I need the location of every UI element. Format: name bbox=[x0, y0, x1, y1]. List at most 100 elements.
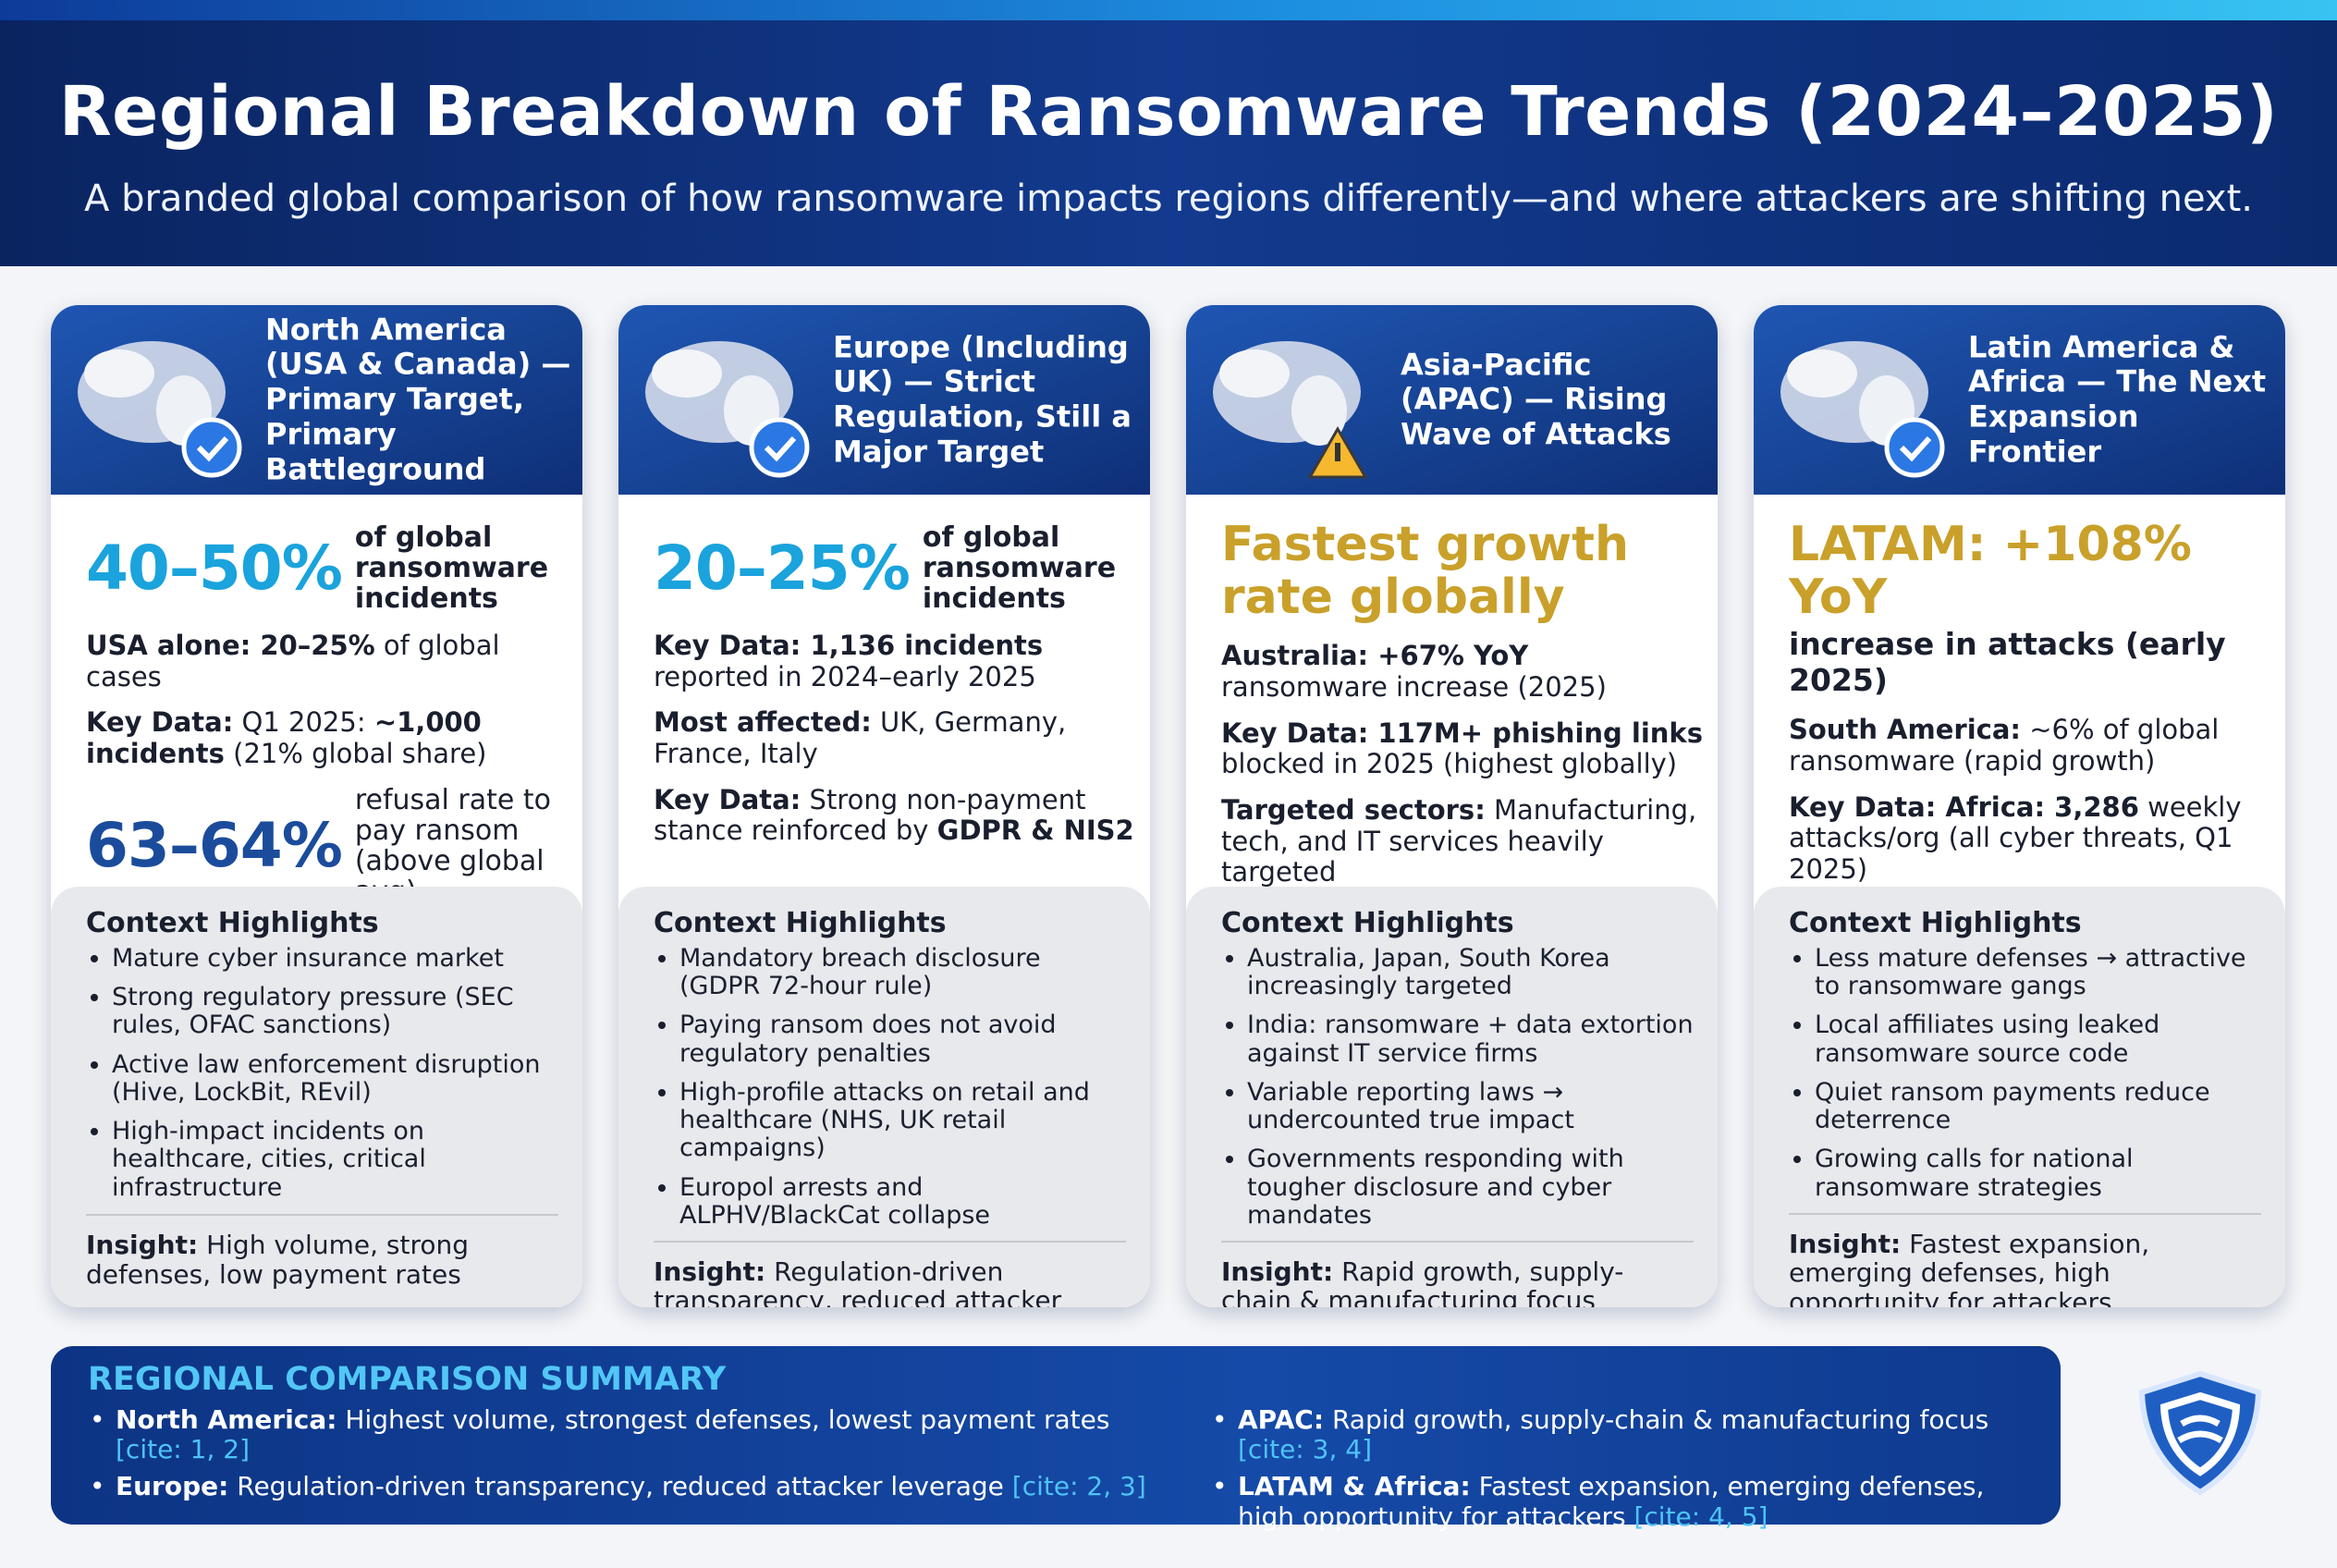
fact-part: Most affected: bbox=[654, 706, 872, 739]
region-card: Europe (Including UK) — Strict Regulatio… bbox=[618, 305, 1150, 1307]
summary-item: North America: Highest volume, strongest… bbox=[88, 1404, 1179, 1465]
stat-value: 40–50% bbox=[86, 533, 343, 604]
fact-part: ~1,000 incidents bbox=[86, 706, 482, 769]
card-title: Europe (Including UK) — Strict Regulatio… bbox=[833, 329, 1132, 470]
page-subtitle: A branded global comparison of how ranso… bbox=[84, 178, 2253, 220]
context-item: India: ransomware + data extortion again… bbox=[1247, 1011, 1694, 1068]
context-panel: Context Highlights Mandatory breach discl… bbox=[618, 887, 1150, 1307]
fact-part: ransomware increase (2025) bbox=[1221, 671, 1607, 703]
page-title: Regional Breakdown of Ransomware Trends … bbox=[58, 72, 2279, 152]
summary-text: Rapid growth, supply-chain & manufacturi… bbox=[1331, 1404, 1989, 1435]
key-fact: Key Data: Strong non-payment stance rein… bbox=[654, 783, 1135, 847]
summary-column: North America: Highest volume, strongest… bbox=[88, 1404, 1179, 1510]
card-title: Asia-Pacific (APAC) — Rising Wave of Att… bbox=[1401, 346, 1671, 452]
context-item: Active law enforcement disruption (Hive,… bbox=[112, 1050, 558, 1107]
key-fact: Australia: +67% YoY ransomware increase … bbox=[1221, 641, 1703, 703]
summary-cite: [cite: 3, 4] bbox=[1238, 1434, 1372, 1465]
fact-part: Australia: +67% YoY bbox=[1221, 640, 1529, 672]
fact-part: Key Data: 1,136 incidents bbox=[654, 630, 1044, 661]
summary-item: LATAM & Africa: Fastest expansion, emerg… bbox=[1210, 1472, 2042, 1531]
context-title: Context Highlights bbox=[654, 907, 947, 939]
key-fact: Key Data: 1,136 incidents reported in 20… bbox=[654, 630, 1135, 692]
stat-note: of global ransomware incidents bbox=[354, 521, 549, 615]
context-item: Mandatory breach disclosure (GDPR 72-hou… bbox=[679, 944, 1126, 1000]
insight-label: Insight: bbox=[1221, 1256, 1334, 1288]
fact-part: USA alone: 20–25% bbox=[86, 630, 375, 661]
fact-part: GDPR & NIS2 bbox=[936, 815, 1134, 847]
insight: Insight: High volume, strong defenses, l… bbox=[86, 1214, 558, 1289]
fact-part: Key Data: Africa: 3,286 bbox=[1789, 790, 2139, 823]
summary-column: APAC: Rapid growth, supply-chain & manuf… bbox=[1210, 1404, 2042, 1539]
stat-value: 20–25% bbox=[654, 533, 911, 604]
context-item: Growing calls for national ransomware st… bbox=[1815, 1145, 2261, 1202]
summary-cite: [cite: 2, 3] bbox=[1011, 1471, 1146, 1502]
key-fact: Key Data: 117M+ phishing links blocked i… bbox=[1221, 717, 1703, 780]
insight-label: Insight: bbox=[86, 1230, 199, 1261]
card-body: 20–25% of global ransomware incidents Key … bbox=[618, 495, 1150, 887]
insight: Insight: Regulation-driven transparency,… bbox=[654, 1241, 1126, 1307]
summary-label: APAC: bbox=[1238, 1404, 1325, 1435]
context-item: Variable reporting laws → undercounted t… bbox=[1247, 1078, 1694, 1134]
context-item: Local affiliates using leaked ransomware… bbox=[1815, 1011, 2261, 1068]
context-item: Mature cyber insurance market bbox=[112, 944, 558, 973]
context-item: Australia, Japan, South Korea increasing… bbox=[1247, 944, 1694, 1000]
summary-label: Europe: bbox=[116, 1471, 229, 1502]
context-item: High-profile attacks on retail and healt… bbox=[679, 1078, 1126, 1163]
fact-part: (21% global share) bbox=[224, 737, 487, 769]
summary-text: Highest volume, strongest defenses, lowe… bbox=[345, 1404, 1110, 1435]
summary-text: Fastest expansion, emerging defenses, hi… bbox=[1238, 1471, 1985, 1532]
insight-text: Fastest expansion, emerging defenses, hi… bbox=[1789, 1228, 2150, 1307]
card-body: 40–50% of global ransomware incidents USA … bbox=[51, 495, 582, 907]
insight-label: Insight: bbox=[1789, 1228, 1902, 1259]
fact-part: Key Data: bbox=[86, 706, 234, 739]
stat-block: 63–64% refusal rate to pay ransom (above … bbox=[86, 785, 568, 907]
card-header: Asia-Pacific (APAC) — Rising Wave of Att… bbox=[1186, 305, 1718, 495]
key-fact: Key Data: Q1 2025: ~1,000 incidents (21%… bbox=[86, 706, 568, 769]
fact-part: Key Data: bbox=[654, 783, 801, 815]
context-title: Context Highlights bbox=[1789, 907, 2082, 939]
fact-part: Key Data: 117M+ phishing links bbox=[1221, 717, 1703, 749]
region-card: North America (USA & Canada) — Primary T… bbox=[51, 305, 582, 1307]
context-item: Strong regulatory pressure (SEC rules, O… bbox=[112, 983, 558, 1039]
fact-part: ~6% of global ransomware (rapid growth) bbox=[1789, 714, 2220, 777]
stat-note: increase in attacks (early 2025) bbox=[1789, 626, 2226, 699]
summary: REGIONAL COMPARISON SUMMARY North Americ… bbox=[51, 1346, 2061, 1531]
region-icon bbox=[78, 341, 242, 478]
region-icon bbox=[645, 341, 810, 478]
summary-label: LATAM & Africa: bbox=[1238, 1471, 1471, 1502]
fact-part: reported in 2024–early 2025 bbox=[654, 660, 1036, 692]
shield-logo bbox=[2138, 1370, 2262, 1496]
summary-cite: [cite: 4, 5] bbox=[1633, 1501, 1768, 1532]
stat-block: 20–25% of global ransomware incidents bbox=[654, 522, 1135, 614]
summary-cite: [cite: 1, 2] bbox=[116, 1434, 250, 1465]
fact-part: Targeted sectors: bbox=[1221, 793, 1486, 826]
card-header: Europe (Including UK) — Strict Regulatio… bbox=[618, 305, 1150, 495]
card-header: Latin America & Africa — The Next Expans… bbox=[1754, 305, 2285, 495]
card-title: Latin America & Africa — The Next Expans… bbox=[1968, 329, 2267, 470]
summary-item: Europe: Regulation-driven transparency, … bbox=[88, 1471, 1179, 1502]
summary-heading: REGIONAL COMPARISON SUMMARY bbox=[88, 1361, 727, 1398]
key-fact: South America: ~6% of global ransomware … bbox=[1789, 715, 2270, 777]
context-title: Context Highlights bbox=[86, 907, 379, 939]
insight: Insight: Fastest expansion, emerging def… bbox=[1789, 1212, 2261, 1307]
fact-part: blocked in 2025 (highest globally) bbox=[1221, 748, 1678, 780]
card-header: North America (USA & Canada) — Primary T… bbox=[51, 305, 582, 495]
region-icon bbox=[1780, 341, 1945, 478]
key-fact: USA alone: 20–25% of global cases bbox=[86, 630, 568, 692]
insight-label: Insight: bbox=[654, 1256, 766, 1288]
stat-note: of global ransomware incidents bbox=[922, 521, 1117, 615]
summary-item: APAC: Rapid growth, supply-chain & manuf… bbox=[1210, 1404, 2042, 1465]
stat-value: Fastest growth rate globally bbox=[1221, 517, 1630, 626]
stat-block: Fastest growth rate globally bbox=[1221, 517, 1703, 626]
insight-text: High volume, strong defenses, low paymen… bbox=[86, 1230, 469, 1290]
stat-note: refusal rate to pay ransom (above global… bbox=[354, 783, 552, 907]
insight-text: Rapid growth, supply-chain & manufacturi… bbox=[1221, 1256, 1624, 1307]
insight-text: Regulation-driven transparency, reduced … bbox=[654, 1256, 1062, 1307]
fact-part: Q1 2025: bbox=[233, 706, 374, 739]
fact-part: of global cases bbox=[86, 630, 500, 692]
context-panel: Context Highlights Australia, Japan, Sout… bbox=[1186, 887, 1718, 1307]
key-fact: Most affected: UK, Germany, France, Ital… bbox=[654, 706, 1135, 769]
top-strip bbox=[0, 0, 2337, 20]
stat-value: 63–64% bbox=[86, 810, 343, 881]
